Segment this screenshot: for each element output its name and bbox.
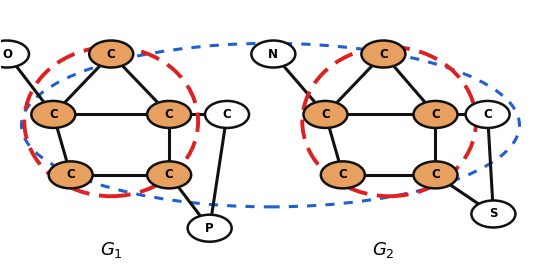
Text: C: C bbox=[338, 168, 347, 181]
Text: C: C bbox=[321, 108, 330, 121]
Text: C: C bbox=[107, 47, 115, 61]
Circle shape bbox=[413, 161, 458, 188]
Circle shape bbox=[304, 101, 347, 128]
Text: O: O bbox=[2, 47, 12, 61]
Circle shape bbox=[188, 215, 232, 242]
Circle shape bbox=[465, 101, 509, 128]
Circle shape bbox=[0, 40, 29, 68]
Text: N: N bbox=[268, 47, 278, 61]
Text: $G_2$: $G_2$ bbox=[372, 240, 395, 259]
Circle shape bbox=[147, 101, 191, 128]
Circle shape bbox=[471, 200, 516, 228]
Text: C: C bbox=[164, 168, 173, 181]
Text: C: C bbox=[431, 168, 440, 181]
Text: C: C bbox=[164, 108, 173, 121]
Circle shape bbox=[147, 161, 191, 188]
Text: C: C bbox=[483, 108, 492, 121]
Circle shape bbox=[49, 161, 93, 188]
Text: C: C bbox=[431, 108, 440, 121]
Text: C: C bbox=[49, 108, 57, 121]
Text: C: C bbox=[379, 47, 388, 61]
Text: $G_1$: $G_1$ bbox=[100, 240, 123, 259]
Text: S: S bbox=[489, 207, 498, 221]
Text: C: C bbox=[222, 108, 231, 121]
Text: C: C bbox=[66, 168, 75, 181]
Text: P: P bbox=[205, 222, 214, 235]
Circle shape bbox=[205, 101, 249, 128]
Circle shape bbox=[321, 161, 365, 188]
Circle shape bbox=[251, 40, 295, 68]
Circle shape bbox=[31, 101, 75, 128]
Circle shape bbox=[89, 40, 133, 68]
Circle shape bbox=[362, 40, 405, 68]
Circle shape bbox=[413, 101, 458, 128]
